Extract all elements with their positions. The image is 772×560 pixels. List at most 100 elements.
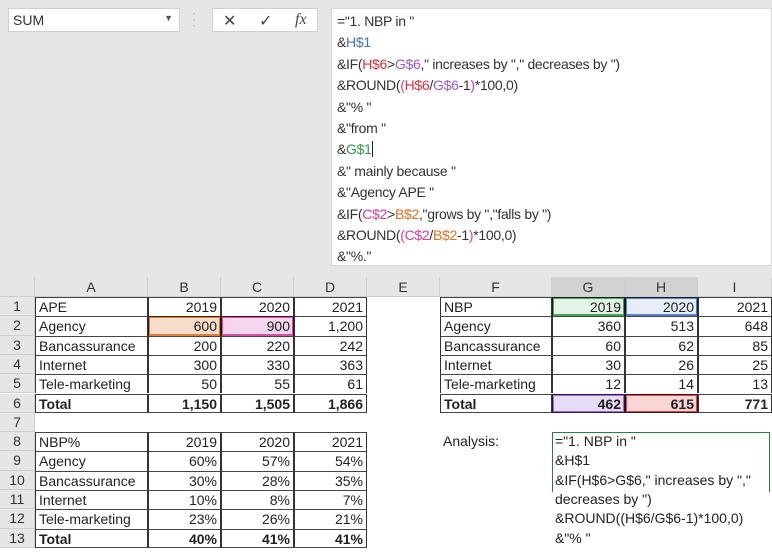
column-header-E[interactable]: E [367,277,440,297]
column-header-D[interactable]: D [294,277,367,297]
nbp-table-cell[interactable]: 30 [552,354,625,375]
ape-table-cell[interactable]: 55 [221,374,294,394]
ape-table-cell[interactable]: 363 [294,354,367,375]
row-header-12[interactable]: 12 [0,509,35,529]
row-header-4[interactable]: 4 [0,354,35,375]
nbp-pct-table-cell[interactable]: NBP% [35,432,148,452]
row-header-5[interactable]: 5 [0,374,35,394]
nbp-pct-table-cell[interactable]: 2021 [294,432,367,452]
ape-table-cell[interactable]: Tele-marketing [35,374,148,394]
row-header-7[interactable]: 7 [0,412,35,433]
nbp-table-cell[interactable]: Total [440,393,552,413]
ape-table-cell[interactable]: 900 [221,316,294,336]
nbp-pct-table-cell[interactable]: Internet [35,490,148,510]
nbp-table-cell[interactable]: 615 [625,393,698,413]
ape-table-cell[interactable]: Total [35,393,148,413]
analysis-edit-cell[interactable]: ="1. NBP in " &H$1 &IF(H$6>G$6," increases… [552,432,772,548]
row-header-9[interactable]: 9 [0,451,35,471]
cancel-icon[interactable]: ✕ [223,13,237,30]
nbp-pct-table-cell[interactable]: 41% [294,528,367,548]
nbp-table-cell[interactable]: 771 [698,393,772,413]
nbp-table-cell[interactable]: 14 [625,374,698,394]
ape-table-cell[interactable]: 2019 [148,297,221,317]
column-header-I[interactable]: I [698,277,772,297]
ape-table-cell[interactable]: 220 [221,335,294,355]
nbp-pct-table-cell[interactable]: 28% [221,470,294,490]
spreadsheet-grid[interactable]: A B C D E F G H I 1 2 3 4 5 6 7 8 9 10 11 12 13 APE 2019 2020 202… [0,277,772,560]
nbp-table-cell[interactable]: 648 [698,316,772,336]
nbp-table-cell[interactable]: Bancassurance [440,335,552,355]
nbp-pct-table-cell[interactable]: Agency [35,451,148,471]
select-all-corner[interactable] [0,277,35,297]
nbp-pct-table-cell[interactable]: Total [35,528,148,548]
insert-function-icon[interactable]: fx [295,11,307,28]
nbp-table-cell[interactable]: Agency [440,316,552,336]
nbp-pct-table-cell[interactable]: 26% [221,509,294,529]
ape-table-cell[interactable]: Agency [35,316,148,336]
nbp-table-cell[interactable]: Internet [440,354,552,375]
nbp-table-cell[interactable]: 26 [625,354,698,375]
nbp-pct-table-cell[interactable]: Bancassurance [35,470,148,490]
column-header-H[interactable]: H [625,277,698,297]
row-header-1[interactable]: 1 [0,297,35,317]
ape-table-cell[interactable]: Internet [35,354,148,375]
nbp-pct-table-cell[interactable]: 21% [294,509,367,529]
nbp-pct-table-cell[interactable]: 7% [294,490,367,510]
enter-icon[interactable]: ✓ [259,13,273,30]
nbp-table-cell[interactable]: 2020 [625,297,698,317]
nbp-pct-table-cell[interactable]: 10% [148,490,221,510]
ape-table-cell[interactable]: 61 [294,374,367,394]
formula-input[interactable]: ="1. NBP in " &H$1 &IF(H$6>G$6," increases… [331,8,772,266]
ape-table-cell[interactable]: 1,200 [294,316,367,336]
nbp-table-cell[interactable]: 25 [698,354,772,375]
nbp-table-cell[interactable]: Tele-marketing [440,374,552,394]
ape-table-cell[interactable]: 1,150 [148,393,221,413]
nbp-table-cell[interactable]: 2021 [698,297,772,317]
ape-table-cell[interactable]: 200 [148,335,221,355]
nbp-table-cell[interactable]: 85 [698,335,772,355]
nbp-table-cell[interactable]: 513 [625,316,698,336]
row-header-11[interactable]: 11 [0,490,35,510]
ape-table-cell[interactable]: APE [35,297,148,317]
ape-table-cell[interactable]: 1,866 [294,393,367,413]
nbp-pct-table-cell[interactable]: 57% [221,451,294,471]
nbp-pct-table-cell[interactable]: Tele-marketing [35,509,148,529]
column-header-G[interactable]: G [552,277,625,297]
nbp-pct-table-cell[interactable]: 2019 [148,432,221,452]
row-header-2[interactable]: 2 [0,316,35,336]
nbp-table-cell[interactable]: NBP [440,297,552,317]
nbp-table-cell[interactable]: 360 [552,316,625,336]
nbp-pct-table-cell[interactable]: 40% [148,528,221,548]
nbp-table-cell[interactable]: 2019 [552,297,625,317]
ape-table-cell[interactable]: Bancassurance [35,335,148,355]
ape-table-cell[interactable]: 2020 [221,297,294,317]
row-header-13[interactable]: 13 [0,528,35,548]
nbp-pct-table-cell[interactable]: 60% [148,451,221,471]
nbp-table-cell[interactable]: 60 [552,335,625,355]
ape-table-cell[interactable]: 2021 [294,297,367,317]
ape-table-cell[interactable]: 600 [148,316,221,336]
nbp-pct-table-cell[interactable]: 35% [294,470,367,490]
ape-table-cell[interactable]: 50 [148,374,221,394]
drag-handle-icon[interactable]: · · · [192,6,196,32]
nbp-pct-table-cell[interactable]: 41% [221,528,294,548]
row-header-6[interactable]: 6 [0,393,35,413]
name-box[interactable]: SUM ▼ [8,8,180,32]
nbp-pct-table-cell[interactable]: 23% [148,509,221,529]
ape-table-cell[interactable]: 330 [221,354,294,375]
column-header-A[interactable]: A [35,277,148,297]
nbp-pct-table-cell[interactable]: 54% [294,451,367,471]
column-header-B[interactable]: B [148,277,221,297]
nbp-table-cell[interactable]: 462 [552,393,625,413]
nbp-pct-table-cell[interactable]: 2020 [221,432,294,452]
ape-table-cell[interactable]: 242 [294,335,367,355]
nbp-table-cell[interactable]: 12 [552,374,625,394]
column-header-C[interactable]: C [221,277,294,297]
column-header-F[interactable]: F [440,277,552,297]
row-header-8[interactable]: 8 [0,432,35,452]
nbp-table-cell[interactable]: 13 [698,374,772,394]
nbp-pct-table-cell[interactable]: 30% [148,470,221,490]
nbp-pct-table-cell[interactable]: 8% [221,490,294,510]
row-header-3[interactable]: 3 [0,335,35,355]
ape-table-cell[interactable]: 1,505 [221,393,294,413]
